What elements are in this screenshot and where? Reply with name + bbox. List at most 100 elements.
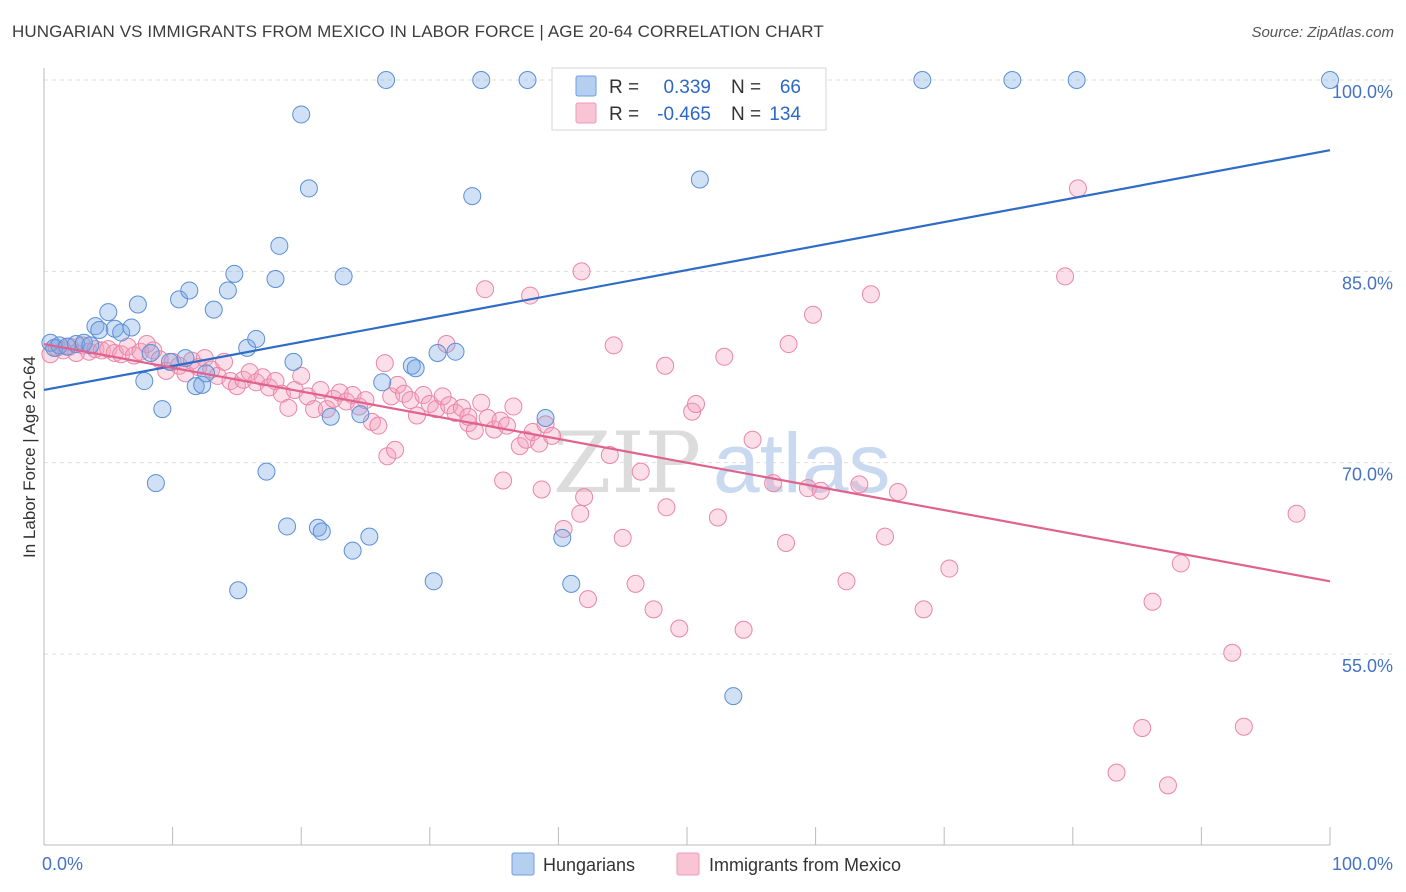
point-immigrants-72 (504, 397, 523, 416)
point-hungarians-21 (180, 281, 199, 300)
point-immigrants-29 (227, 377, 246, 396)
axes (43, 68, 1331, 846)
point-immigrants-97 (734, 620, 753, 639)
x-tick-labels: 0.0% 100.0% (42, 854, 1393, 874)
point-immigrants-106 (888, 483, 907, 502)
point-immigrants-54 (388, 375, 407, 394)
y-tick-labels: 55.0% 70.0% 85.0% 100.0% (1332, 82, 1393, 676)
point-immigrants-121 (779, 335, 798, 354)
legend-r-value-1: 0.339 (663, 77, 711, 98)
point-immigrants-41 (305, 400, 324, 419)
point-immigrants-82 (532, 480, 551, 499)
point-hungarians-14 (135, 372, 154, 391)
y-tick-label-1: 70.0% (1342, 465, 1393, 485)
point-immigrants-52 (375, 354, 394, 373)
point-hungarians-28 (229, 581, 248, 600)
point-hungarians-57 (562, 574, 581, 593)
point-immigrants-64 (452, 398, 471, 417)
point-immigrants-107 (914, 600, 933, 619)
stats-legend: R = 0.339 N = 66 R = -0.465 N = 134 (551, 67, 827, 131)
point-immigrants-113 (1158, 776, 1177, 795)
point-immigrants-73 (510, 437, 529, 456)
y-tick-label-3: 100.0% (1332, 82, 1393, 102)
point-immigrants-111 (1107, 763, 1126, 782)
y-tick-label-2: 85.0% (1342, 273, 1393, 293)
point-immigrants-103 (837, 572, 856, 591)
point-immigrants-123 (656, 356, 675, 375)
point-immigrants-102 (811, 481, 830, 500)
bottom-legend-swatch-immigrants (676, 852, 700, 876)
point-immigrants-120 (804, 305, 823, 324)
stats-legend-box (551, 67, 827, 131)
point-hungarians-64 (1067, 71, 1086, 89)
point-hungarians-60 (724, 687, 743, 706)
point-hungarians-35 (284, 352, 303, 371)
point-hungarians-62 (913, 71, 932, 89)
bottom-legend-swatch-hungarians (511, 852, 535, 876)
series-legend: Hungarians Immigrants from Mexico (511, 852, 901, 876)
point-hungarians-51 (446, 342, 465, 361)
legend-n-label-1: N = (731, 77, 761, 98)
point-immigrants-124 (604, 336, 623, 355)
legend-n-value-1: 66 (780, 77, 801, 98)
point-hungarians-45 (373, 373, 392, 392)
point-hungarians-31 (257, 462, 276, 481)
point-hungarians-34 (278, 517, 297, 536)
point-immigrants-81 (494, 471, 513, 490)
point-immigrants-98 (743, 430, 762, 449)
point-immigrants-109 (1056, 267, 1075, 286)
point-hungarians-33 (270, 236, 289, 255)
point-hungarians-11 (112, 323, 131, 342)
legend-swatch-immigrants-from-mexico (575, 102, 597, 124)
point-immigrants-105 (876, 527, 895, 546)
point-immigrants-55 (395, 384, 414, 403)
point-hungarians-9 (99, 303, 118, 322)
bottom-legend-label-hungarians: Hungarians (543, 855, 635, 875)
point-hungarians-25 (204, 300, 223, 319)
point-hungarians-42 (343, 541, 362, 560)
point-hungarians-22 (186, 377, 205, 396)
chart-title: HUNGARIAN VS IMMIGRANTS FROM MEXICO IN L… (12, 22, 824, 41)
point-immigrants-85 (575, 488, 594, 507)
legend-n-value-2: 134 (769, 104, 801, 125)
point-hungarians-48 (406, 359, 425, 378)
legend-n-label-2: N = (731, 104, 761, 125)
point-immigrants-100 (777, 534, 796, 553)
legend-r-label-2: R = (609, 104, 639, 125)
point-immigrants-61 (433, 387, 452, 406)
point-immigrants-39 (292, 366, 311, 385)
point-immigrants-58 (414, 386, 433, 405)
point-hungarians-56 (553, 528, 572, 547)
point-immigrants-80 (386, 440, 405, 459)
trendlines (43, 149, 1331, 583)
point-immigrants-86 (578, 590, 597, 609)
point-immigrants-96 (708, 508, 727, 527)
point-immigrants-122 (715, 347, 734, 366)
point-immigrants-93 (670, 619, 689, 638)
point-hungarians-37 (299, 179, 318, 198)
point-immigrants-91 (644, 600, 663, 619)
point-immigrants-83 (554, 519, 573, 538)
point-hungarians-46 (377, 71, 396, 89)
watermark: ZIP atlas (553, 414, 890, 512)
y-axis-title: In Labor Force | Age 20-64 (20, 356, 39, 558)
point-hungarians-23 (193, 375, 212, 394)
point-immigrants-114 (1223, 643, 1242, 662)
point-immigrants-79 (378, 447, 397, 466)
y-tick-label-0: 55.0% (1342, 656, 1393, 676)
watermark-zip: ZIP (553, 414, 701, 512)
point-hungarians-40 (321, 407, 340, 426)
point-immigrants-119 (861, 285, 880, 304)
point-immigrants-118 (1234, 717, 1253, 736)
point-immigrants-84 (571, 504, 590, 523)
point-immigrants-95 (687, 394, 706, 413)
point-hungarians-36 (292, 105, 311, 124)
point-hungarians-19 (170, 290, 189, 309)
point-immigrants-15 (137, 335, 156, 354)
point-hungarians-17 (153, 400, 172, 419)
point-immigrants-117 (1143, 592, 1162, 611)
point-immigrants-112 (1133, 718, 1152, 737)
point-hungarians-30 (247, 329, 266, 348)
point-immigrants-116 (1171, 554, 1190, 573)
